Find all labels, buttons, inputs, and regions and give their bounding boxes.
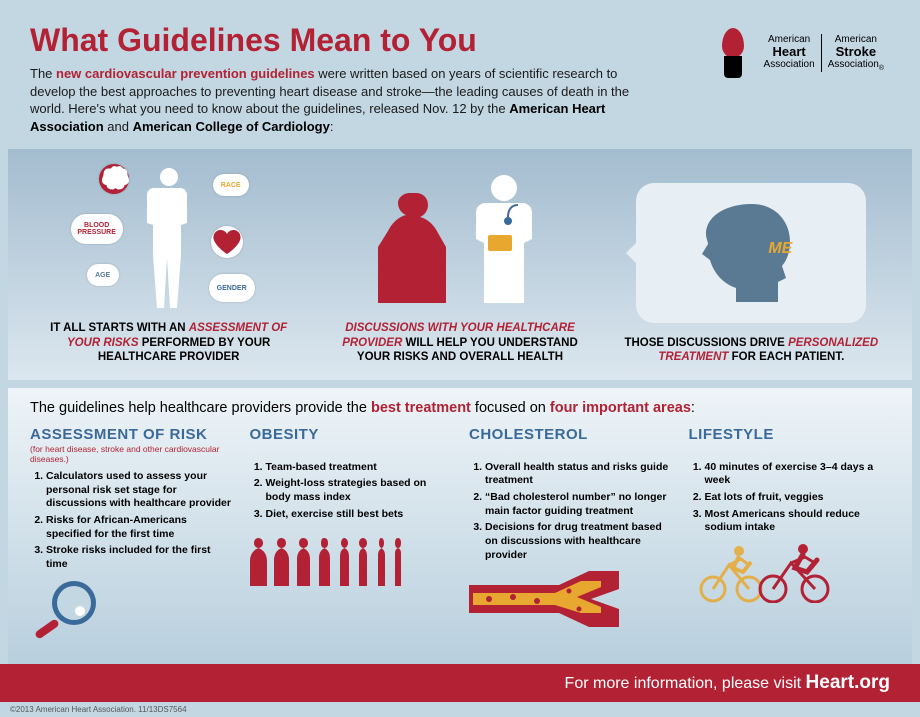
list-item: Team-based treatment [266,461,452,475]
area-title: OBESITY [250,426,452,443]
section-intro: The guidelines help healthcare providers… [30,400,890,416]
risk-factors-illustration: RACE BLOOD PRESSURE AGE GENDER [30,163,307,313]
footer-site: Heart.org [806,672,890,693]
intro-paragraph: The new cardiovascular prevention guidel… [30,65,630,135]
blood-pressure-label: BLOOD PRESSURE [71,214,123,244]
doctor-icon [464,175,542,303]
list-item: Overall health status and risks guide tr… [485,461,671,488]
intro-text: focused on [471,400,550,416]
area-subtitle [689,445,891,454]
logo-word: Stroke [828,45,884,59]
age-label: AGE [87,264,119,286]
area-columns: ASSESSMENT OF RISK (for heart disease, s… [30,426,890,639]
body-silhouette-icon: RACE BLOOD PRESSURE AGE GENDER [141,168,197,308]
panel-caption: DISCUSSIONS WITH YOUR HEALTHCARE PROVIDE… [321,321,598,364]
col-assessment: ASSESSMENT OF RISK (for heart disease, s… [30,426,232,639]
panel-assessment: RACE BLOOD PRESSURE AGE GENDER IT ALL ST… [30,163,307,364]
logo-word: American [764,34,815,45]
aha-logo: American Heart Association American Stro… [716,22,890,78]
area-subtitle: (for heart disease, stroke and other car… [30,445,232,464]
list-item: Risks for African-Americans specified fo… [46,514,232,541]
panel-personalized: ME THOSE DISCUSSIONS DRIVE PERSONALIZED … [613,178,890,365]
me-label: ME [768,240,792,258]
magnifier-icon [30,577,232,639]
brain-icon [99,164,129,194]
intro-text: : [330,119,334,134]
list-item: “Bad cholesterol number” no longer main … [485,491,671,518]
caption-text: IT ALL STARTS WITH AN [50,322,189,334]
col-obesity: OBESITY Team-based treatment Weight-loss… [250,426,452,639]
area-subtitle [469,445,671,454]
header-text: What Guidelines Mean to You The new card… [30,22,630,135]
list-item: Weight-loss strategies based on body mas… [266,477,452,504]
intro-text: and [104,119,133,134]
caption-text: THOSE DISCUSSIONS DRIVE [624,337,788,349]
intro-emphasis: four important areas [550,400,691,416]
logo-right: American Stroke Association® [822,34,890,73]
logo-word: Heart [764,45,815,59]
cyclists-icon [689,541,891,603]
intro-text: : [691,400,695,416]
page-title: What Guidelines Mean to You [30,22,630,59]
list-item: Stroke risks included for the first time [46,544,232,571]
doctor-patient-illustration [321,163,598,313]
speech-bubble-illustration: ME [613,178,890,328]
list-item: Decisions for drug treatment based on di… [485,521,671,562]
intro-text: The [30,66,56,81]
list-item: Calculators used to assess your personal… [46,470,232,511]
list-item: Most Americans should reduce sodium inta… [705,508,891,535]
intro-emphasis: best treatment [371,400,471,416]
header: What Guidelines Mean to You The new card… [0,0,920,149]
intro-org2: American College of Cardiology [133,119,330,134]
infographic-page: What Guidelines Mean to You The new card… [0,0,920,717]
col-lifestyle: LIFESTYLE 40 minutes of exercise 3–4 day… [689,426,891,639]
three-panel-row: RACE BLOOD PRESSURE AGE GENDER IT ALL ST… [8,149,912,380]
caption-text: FOR EACH PATIENT. [728,351,844,363]
panel-caption: THOSE DISCUSSIONS DRIVE PERSONALIZED TRE… [613,336,890,365]
footer-bar: For more information, please visit Heart… [0,664,920,702]
logo-left: American Heart Association [758,34,822,73]
col-cholesterol: CHOLESTEROL Overall health status and ri… [469,426,671,639]
list-item: Eat lots of fruit, veggies [705,491,891,505]
area-list: Team-based treatment Weight-loss strateg… [250,461,452,522]
area-list: Calculators used to assess your personal… [30,470,232,571]
logo-word: Association [828,59,879,70]
intro-text: The guidelines help healthcare providers… [30,400,371,416]
logo-text: American Heart Association American Stro… [758,34,890,73]
gender-label: GENDER [209,274,255,302]
area-subtitle [250,445,452,454]
area-list: 40 minutes of exercise 3–4 days a week E… [689,461,891,535]
patient-icon [378,193,456,303]
people-silhouettes-icon [250,527,452,589]
four-areas-section: The guidelines help healthcare providers… [8,388,912,664]
race-label: RACE [213,174,249,196]
list-item: 40 minutes of exercise 3–4 days a week [705,461,891,488]
copyright: ©2013 American Heart Association. 11/13D… [0,702,920,717]
area-title: LIFESTYLE [689,426,891,443]
artery-icon [469,568,671,630]
logo-word: Association [764,59,815,70]
speech-bubble-icon: ME [636,183,866,323]
panel-caption: IT ALL STARTS WITH AN ASSESSMENT OF YOUR… [30,321,307,364]
torch-icon [716,28,750,78]
head-silhouette-icon: ME [696,198,806,308]
area-title: ASSESSMENT OF RISK [30,426,232,443]
list-item: Diet, exercise still best bets [266,508,452,522]
footer-text: For more information, please visit [565,675,806,692]
heart-icon [211,226,243,258]
intro-emphasis: new cardiovascular prevention guidelines [56,66,315,81]
panel-discussion: DISCUSSIONS WITH YOUR HEALTHCARE PROVIDE… [321,163,598,364]
logo-word: American [828,34,884,45]
area-list: Overall health status and risks guide tr… [469,461,671,562]
area-title: CHOLESTEROL [469,426,671,443]
